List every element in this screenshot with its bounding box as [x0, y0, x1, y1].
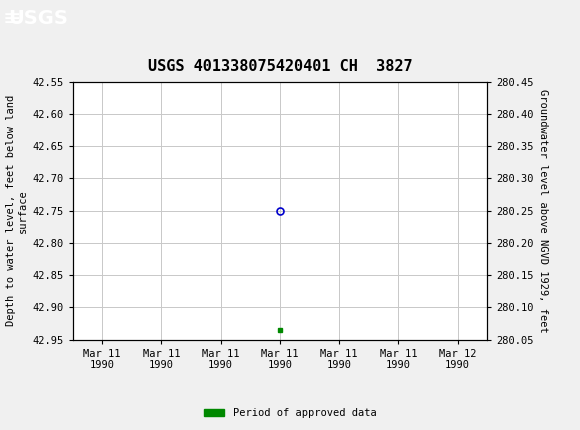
Legend: Period of approved data: Period of approved data [200, 404, 380, 423]
Y-axis label: Groundwater level above NGVD 1929, feet: Groundwater level above NGVD 1929, feet [538, 89, 548, 332]
Title: USGS 401338075420401 CH  3827: USGS 401338075420401 CH 3827 [147, 58, 412, 74]
Y-axis label: Depth to water level, feet below land
surface: Depth to water level, feet below land su… [6, 95, 28, 326]
Text: USGS: USGS [9, 9, 68, 28]
Text: ≡: ≡ [3, 9, 21, 29]
